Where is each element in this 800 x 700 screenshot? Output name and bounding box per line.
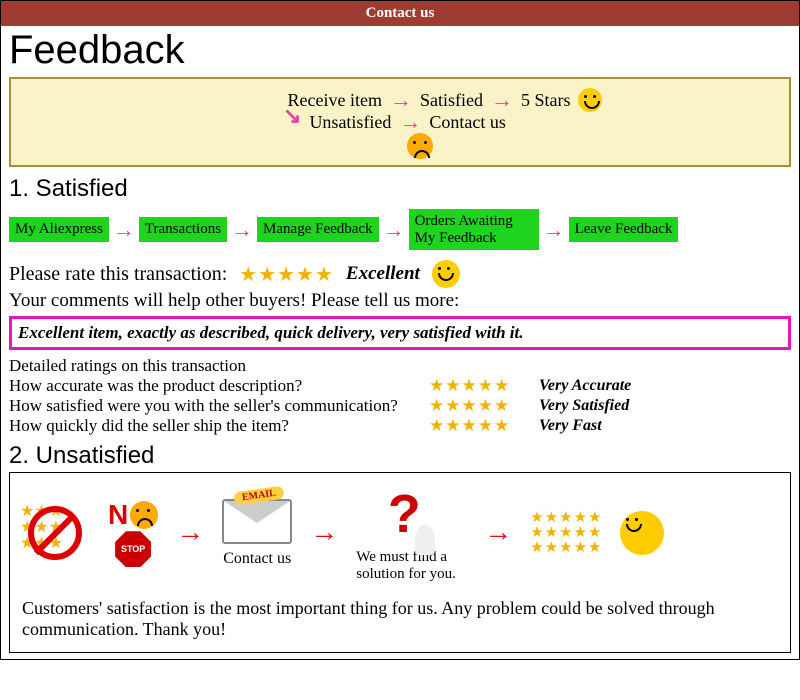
flow-satisfied: Satisfied bbox=[420, 90, 483, 111]
no-stars-icon: ★★★★★★★★★ bbox=[20, 498, 90, 568]
header-bar: Contact us bbox=[1, 1, 799, 26]
step-box: My Aliexpress bbox=[9, 217, 109, 242]
satisfied-steps: My Aliexpress → Transactions → Manage Fe… bbox=[1, 205, 799, 254]
stars-icon: ★★★★★ bbox=[429, 376, 539, 396]
flow-row-2: ↘ Unsatisfied → Contact us bbox=[23, 109, 777, 135]
flow-receive: Receive item bbox=[288, 90, 382, 111]
arrow-icon: → bbox=[231, 217, 253, 243]
star-grid-icon: ★★★★★★★★★★★★★★★ bbox=[530, 511, 602, 556]
feedback-flow: Receive item → Satisfied → 5 Stars ↘ Uns… bbox=[9, 77, 791, 167]
rate-prompt: Please rate this transaction: bbox=[9, 263, 227, 286]
step-box: Orders Awaiting My Feedback bbox=[409, 209, 539, 250]
flow-5stars: 5 Stars bbox=[521, 90, 571, 111]
arrow-icon: → bbox=[484, 517, 512, 549]
email-badge: EMAIL bbox=[234, 485, 285, 505]
contact-group: EMAIL Contact us bbox=[222, 499, 292, 568]
no-stop-group: N STOP bbox=[108, 499, 158, 567]
worried-face-icon bbox=[130, 501, 158, 529]
flow-sad-icon-row bbox=[23, 133, 777, 159]
arrow-icon: → bbox=[383, 217, 405, 243]
header-title: Contact us bbox=[366, 5, 435, 21]
rate-label: Excellent bbox=[346, 263, 420, 285]
detail-a: Very Accurate bbox=[539, 377, 631, 395]
arrow-icon: → bbox=[176, 517, 204, 549]
flow-contact: Contact us bbox=[429, 112, 506, 133]
step-box: Transactions bbox=[139, 217, 227, 242]
detail-row: How accurate was the product description… bbox=[9, 376, 791, 396]
person-icon bbox=[415, 525, 435, 555]
no-label: N bbox=[108, 499, 158, 531]
thinking-face-icon bbox=[407, 133, 433, 159]
comment-example: Excellent item, exactly as described, qu… bbox=[9, 316, 791, 350]
section1-heading: 1. Satisfied bbox=[1, 173, 799, 205]
stars-icon: ★★★★★ bbox=[429, 396, 539, 416]
big-smile-icon bbox=[620, 511, 664, 555]
arrow-icon: → bbox=[399, 109, 421, 135]
smile-icon bbox=[432, 260, 460, 288]
stars-icon: ★★★★★ bbox=[429, 416, 539, 436]
flow-unsatisfied: Unsatisfied bbox=[309, 112, 391, 133]
arrow-icon: → bbox=[310, 517, 338, 549]
step-box: Leave Feedback bbox=[569, 217, 679, 242]
solution-group: ? We must find a solution for you. bbox=[356, 483, 466, 584]
stop-sign-icon: STOP bbox=[115, 531, 151, 567]
comment-prompt: Your comments will help other buyers! Pl… bbox=[1, 290, 799, 316]
footer-note: Customers' satisfaction is the most impo… bbox=[20, 584, 780, 642]
arrow-icon: → bbox=[491, 87, 513, 113]
page-title: Feedback bbox=[1, 26, 799, 77]
detail-a: Very Fast bbox=[539, 417, 602, 435]
unsatisfied-box: ★★★★★★★★★ N STOP → EMAIL Contact us → bbox=[9, 472, 791, 653]
step-box: Manage Feedback bbox=[257, 217, 379, 242]
envelope-icon: EMAIL bbox=[222, 499, 292, 544]
arrow-diag-icon: ↘ bbox=[283, 103, 301, 129]
detail-row: How quickly did the seller ship the item… bbox=[9, 416, 791, 436]
no-letter: N bbox=[108, 499, 128, 531]
arrow-icon: → bbox=[543, 217, 565, 243]
rate-line: Please rate this transaction: ★★★★★ Exce… bbox=[1, 254, 799, 290]
detail-a: Very Satisfied bbox=[539, 397, 629, 415]
stars-icon: ★★★★★ bbox=[239, 262, 334, 287]
detail-row: How satisfied were you with the seller's… bbox=[9, 396, 791, 416]
page-container: Contact us Feedback Receive item → Satis… bbox=[0, 0, 800, 660]
detail-q: How satisfied were you with the seller's… bbox=[9, 396, 429, 416]
arrow-icon: → bbox=[113, 217, 135, 243]
detail-q: How quickly did the seller ship the item… bbox=[9, 416, 429, 436]
solution-text: We must find a solution for you. bbox=[356, 549, 466, 584]
detail-q: How accurate was the product description… bbox=[9, 376, 429, 396]
unsatisfied-flow: ★★★★★★★★★ N STOP → EMAIL Contact us → bbox=[20, 483, 780, 584]
detail-ratings: Detailed ratings on this transaction How… bbox=[1, 356, 799, 440]
section2-heading: 2. Unsatisfied bbox=[1, 440, 799, 472]
contact-label: Contact us bbox=[223, 550, 291, 568]
details-heading: Detailed ratings on this transaction bbox=[9, 356, 791, 376]
